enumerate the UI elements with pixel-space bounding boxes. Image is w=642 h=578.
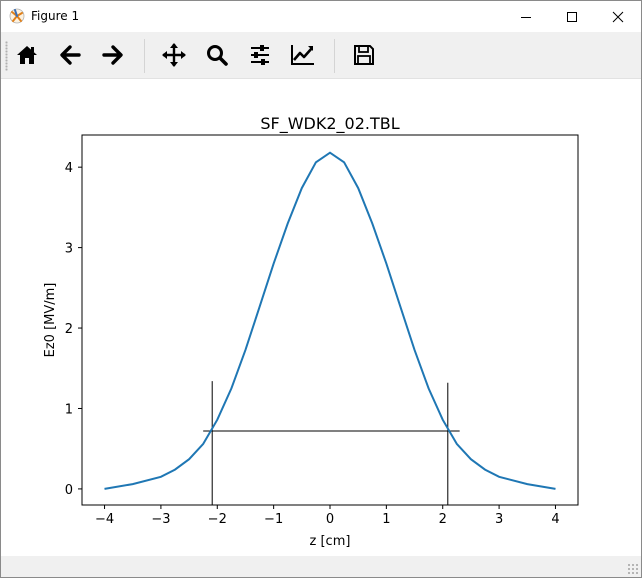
magnifier-icon: [207, 45, 228, 66]
ez0-curve: [104, 151, 556, 490]
home-icon: [17, 46, 37, 64]
chart-title: SF_WDK2_02.TBL: [260, 114, 399, 134]
chart-line-icon: [291, 45, 314, 65]
arrow-left-icon: [60, 45, 81, 65]
subplots-button[interactable]: [244, 39, 276, 71]
title-bar[interactable]: Figure 1: [1, 1, 641, 32]
close-icon: [612, 11, 624, 22]
matplotlib-app-icon: [9, 8, 25, 24]
plot-area[interactable]: SF_WDK2_02.TBL −4 −3 −2 −1 0 1 2 3 4 0 1 2 3 4 z [cm…: [1, 79, 641, 556]
y-tick-label: 0: [65, 483, 73, 498]
window-title: Figure 1: [31, 9, 80, 23]
x-tick-label: 0: [326, 512, 334, 527]
axes-frame: [81, 134, 579, 506]
navigation-toolbar: [1, 33, 641, 79]
zoom-button[interactable]: [201, 39, 233, 71]
status-bar: [1, 557, 641, 577]
x-tick-label: 4: [551, 512, 559, 527]
close-button[interactable]: [595, 1, 641, 32]
maximize-button[interactable]: [549, 1, 595, 32]
floppy-disk-icon: [354, 45, 374, 65]
sliders-icon: [251, 45, 269, 65]
toolbar-separator: [144, 39, 145, 73]
resize-grip[interactable]: [627, 563, 639, 575]
minimize-icon: [521, 16, 531, 18]
x-tick-label: 2: [439, 512, 447, 527]
y-tick-label: 4: [65, 161, 73, 176]
move-icon: [162, 43, 186, 67]
x-axis-label: z [cm]: [310, 534, 351, 549]
x-tick-label: −4: [95, 512, 114, 527]
pan-button[interactable]: [158, 39, 190, 71]
toolbar-grip[interactable]: [5, 41, 8, 71]
y-tick-label: 3: [65, 242, 73, 257]
toolbar-separator: [334, 39, 335, 73]
x-tick-label: −2: [208, 512, 227, 527]
arrow-right-icon: [102, 45, 123, 65]
maximize-icon: [567, 11, 577, 22]
y-tick-label: 2: [65, 322, 73, 337]
x-tick-label: −3: [151, 512, 170, 527]
save-button[interactable]: [348, 39, 380, 71]
minimize-button[interactable]: [503, 1, 549, 32]
y-tick-label: 1: [65, 402, 73, 417]
forward-button[interactable]: [97, 39, 129, 71]
x-tick-label: −1: [264, 512, 283, 527]
y-axis-label: Ez0 [MV/m]: [43, 283, 58, 358]
home-button[interactable]: [11, 39, 43, 71]
edit-axes-button[interactable]: [287, 39, 319, 71]
x-tick-label: 1: [382, 512, 390, 527]
figure-canvas[interactable]: SF_WDK2_02.TBL −4 −3 −2 −1 0 1 2 3 4 0 1 2 3 4 z [cm…: [1, 79, 641, 556]
back-button[interactable]: [54, 39, 86, 71]
x-tick-label: 3: [495, 512, 503, 527]
